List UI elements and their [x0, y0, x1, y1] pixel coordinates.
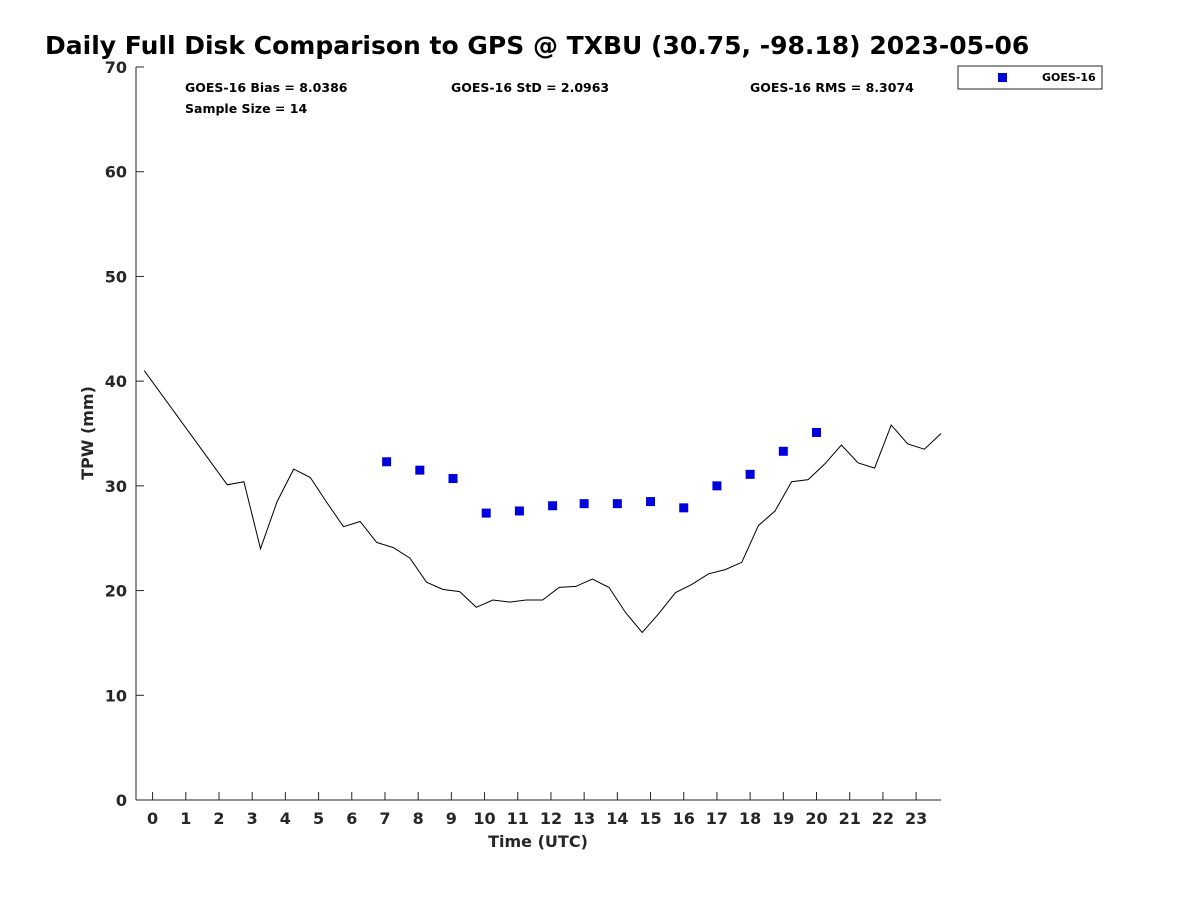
y-tick-label: 60	[105, 163, 127, 182]
x-tick-label: 1	[180, 809, 191, 828]
x-tick-label: 10	[473, 809, 495, 828]
x-tick-label: 19	[772, 809, 794, 828]
plot-area	[143, 370, 942, 634]
x-tick-label: 0	[147, 809, 158, 828]
std-stat: GOES-16 StD = 2.0963	[451, 80, 609, 95]
x-tick-label: 2	[213, 809, 224, 828]
axes	[135, 67, 941, 801]
goes16-point	[745, 469, 755, 479]
x-tick-label: 17	[706, 809, 728, 828]
goes16-point	[548, 501, 558, 511]
goes16-point	[712, 481, 722, 491]
x-tick-label: 14	[606, 809, 628, 828]
x-tick-label: 7	[379, 809, 390, 828]
x-tick-label: 4	[280, 809, 291, 828]
x-tick-label: 3	[247, 809, 258, 828]
x-tick-label: 8	[413, 809, 424, 828]
y-tick-label: 50	[105, 267, 127, 286]
sample-size-stat: Sample Size = 14	[185, 101, 307, 116]
goes16-point	[579, 499, 589, 509]
x-tick-label: 9	[446, 809, 457, 828]
chart-title: Daily Full Disk Comparison to GPS @ TXBU…	[45, 31, 1029, 60]
goes16-point	[415, 465, 425, 475]
gps-tpw-line	[143, 370, 942, 634]
y-tick-label: 30	[105, 477, 127, 496]
legend-box	[957, 65, 1103, 90]
goes16-point	[812, 427, 822, 437]
y-tick-label: 70	[105, 58, 127, 77]
y-tick-label: 0	[116, 791, 127, 810]
goes16-point	[481, 508, 491, 518]
goes16-point	[514, 506, 524, 516]
y-tick-label: 10	[105, 686, 127, 705]
goes16-point	[612, 499, 622, 509]
goes16-point	[778, 446, 788, 456]
x-tick-label: 11	[507, 809, 529, 828]
x-tick-label: 22	[872, 809, 894, 828]
x-axis-label: Time (UTC)	[488, 832, 588, 851]
x-tick-label: 21	[839, 809, 861, 828]
x-tick-label: 5	[313, 809, 324, 828]
goes16-point	[448, 474, 458, 484]
y-axis-label: TPW (mm)	[78, 386, 97, 480]
y-tick-label: 20	[105, 582, 127, 601]
x-tick-label: 13	[573, 809, 595, 828]
bias-stat: GOES-16 Bias = 8.0386	[185, 80, 348, 95]
x-tick-label: 12	[540, 809, 562, 828]
legend-label: GOES-16	[1042, 71, 1096, 84]
x-tick-label: 18	[739, 809, 761, 828]
x-tick-label: 23	[905, 809, 927, 828]
x-tick-label: 15	[639, 809, 661, 828]
x-tick-label: 20	[805, 809, 827, 828]
legend-marker	[998, 73, 1007, 82]
y-tick-label: 40	[105, 372, 127, 391]
y-ticks: 0 10 20 30 40 50 60 70	[105, 58, 144, 810]
goes16-point	[646, 497, 656, 507]
x-tick-label: 6	[346, 809, 357, 828]
x-tick-label: 16	[673, 809, 695, 828]
x-ticks: 0 1 2 3 4 5 6 7 8 9 10 11 12 13 14 15 16 17 18 19 20 21 22 23	[147, 792, 927, 828]
goes16-point	[679, 503, 689, 513]
goes16-point	[382, 457, 392, 467]
rms-stat: GOES-16 RMS = 8.3074	[750, 80, 914, 95]
legend: GOES-16	[957, 65, 1103, 90]
